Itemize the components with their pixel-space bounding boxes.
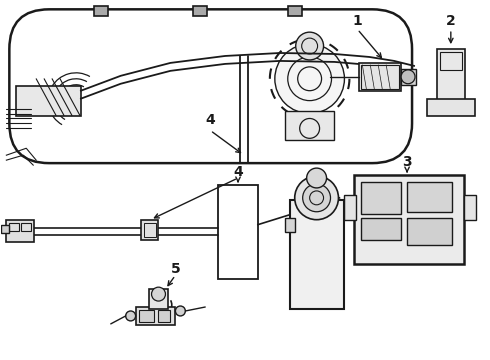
Bar — [94, 6, 108, 16]
Bar — [290, 200, 344, 309]
Bar — [139, 310, 153, 322]
Bar — [285, 111, 335, 140]
Circle shape — [401, 70, 415, 84]
Bar — [288, 6, 302, 16]
Bar — [437, 49, 465, 113]
Bar — [6, 220, 34, 242]
FancyBboxPatch shape — [9, 9, 412, 163]
Bar — [401, 69, 416, 85]
Bar — [464, 195, 476, 220]
Text: 5: 5 — [171, 262, 180, 276]
Bar — [144, 223, 155, 237]
Bar — [359, 63, 401, 91]
Bar — [1, 225, 9, 233]
Text: 4: 4 — [205, 113, 215, 127]
Bar — [9, 223, 19, 231]
Bar — [407, 182, 452, 212]
Bar — [218, 185, 258, 279]
Bar — [16, 86, 81, 116]
Circle shape — [151, 287, 166, 301]
Bar — [148, 289, 169, 309]
Bar — [158, 310, 171, 322]
Bar — [141, 220, 158, 239]
Circle shape — [125, 311, 136, 321]
Bar — [354, 175, 464, 264]
Bar — [285, 218, 294, 231]
Circle shape — [307, 168, 326, 188]
Bar — [440, 52, 462, 70]
Bar — [361, 65, 399, 89]
Text: 4: 4 — [233, 165, 243, 179]
Bar — [344, 195, 356, 220]
Bar — [21, 223, 31, 231]
Circle shape — [275, 44, 344, 113]
Circle shape — [294, 176, 339, 220]
Bar — [361, 218, 401, 239]
Circle shape — [175, 306, 185, 316]
Bar — [427, 99, 475, 117]
Text: 3: 3 — [402, 155, 412, 169]
Circle shape — [303, 184, 331, 212]
Circle shape — [295, 32, 323, 60]
Bar — [136, 307, 175, 325]
Bar — [407, 218, 452, 246]
Text: 2: 2 — [446, 14, 456, 28]
Bar — [361, 182, 401, 214]
Text: 1: 1 — [352, 14, 362, 28]
Bar — [193, 6, 207, 16]
